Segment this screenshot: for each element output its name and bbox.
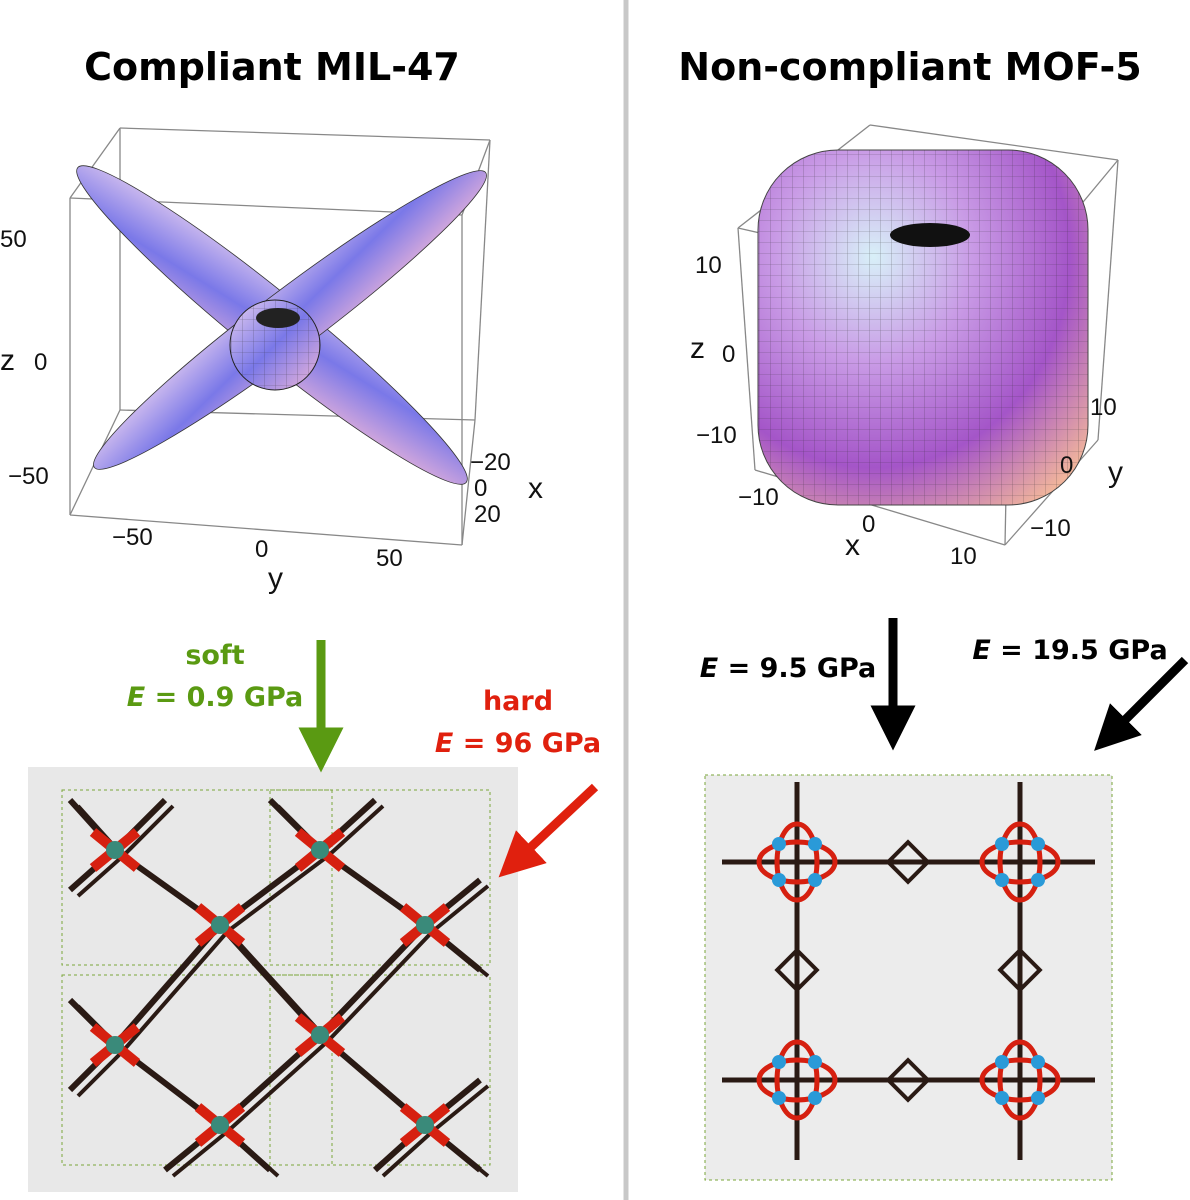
- tick-label: −10: [1030, 515, 1071, 542]
- zinc: [995, 1091, 1009, 1105]
- tick-label: 20: [474, 501, 501, 528]
- arrow: [1094, 656, 1189, 751]
- benzene: [997, 947, 1043, 993]
- tick-label: 10: [950, 543, 977, 570]
- variable: E: [435, 728, 454, 759]
- mil47-structure: [61, 789, 491, 1178]
- arrow-label: E = 19.5 GPa: [972, 635, 1167, 666]
- ring: [979, 1057, 1061, 1103]
- panel-title: Non-compliant MOF-5: [678, 45, 1141, 89]
- tick-label: 0: [1060, 452, 1073, 479]
- tick-label: 0: [255, 536, 268, 563]
- zinc: [772, 1055, 786, 1069]
- arrow-label: soft: [185, 640, 244, 671]
- ring: [979, 839, 1061, 885]
- axis-label: y: [268, 562, 283, 595]
- zinc: [808, 837, 822, 851]
- tick-label: 0: [722, 341, 735, 368]
- tick-label: 50: [0, 226, 27, 253]
- metal: [106, 1036, 124, 1054]
- cell-box: [61, 789, 333, 966]
- axis-label: z: [690, 332, 705, 365]
- arrow-label: E = 96 GPa: [435, 728, 601, 759]
- arrow-label: E = 9.5 GPa: [700, 653, 877, 684]
- metal: [211, 1116, 229, 1134]
- ring: [756, 1057, 838, 1103]
- tick-label: 10: [1090, 394, 1117, 421]
- tick-label: −10: [738, 484, 779, 511]
- metal: [311, 841, 329, 859]
- axis-label: z: [0, 344, 15, 377]
- zinc: [1031, 1055, 1045, 1069]
- zinc: [995, 1055, 1009, 1069]
- tick-label: 0: [862, 511, 875, 538]
- panel-title: Compliant MIL-47: [84, 45, 460, 89]
- zinc: [772, 873, 786, 887]
- surface: [76, 165, 487, 485]
- metal: [106, 841, 124, 859]
- benzene: [885, 839, 931, 885]
- value: = 0.9 GPa: [145, 682, 303, 713]
- linker: [171, 1129, 230, 1178]
- axis-label: x: [528, 472, 543, 505]
- ring: [756, 839, 838, 885]
- linker: [326, 804, 385, 858]
- ring: [997, 1039, 1043, 1121]
- axis-label: y: [1108, 456, 1123, 489]
- value: = 9.5 GPa: [718, 653, 876, 684]
- zinc: [1031, 1091, 1045, 1105]
- mof5-structure: [722, 782, 1095, 1160]
- zinc: [1031, 837, 1045, 851]
- tick-label: −50: [8, 463, 49, 490]
- axis-label: x: [845, 529, 860, 562]
- linker: [226, 1039, 330, 1133]
- metal: [311, 1026, 329, 1044]
- value: = 19.5 GPa: [991, 635, 1168, 666]
- metal: [416, 916, 434, 934]
- metal: [416, 1116, 434, 1134]
- linker: [381, 1129, 435, 1178]
- zinc: [995, 873, 1009, 887]
- structure-panel: [704, 774, 1113, 1181]
- benzene: [774, 947, 820, 993]
- tick-label: 50: [376, 545, 403, 572]
- value: = 96 GPa: [453, 728, 601, 759]
- linker: [121, 804, 175, 858]
- zinc: [808, 1091, 822, 1105]
- linker: [431, 1084, 490, 1133]
- cell-box: [61, 974, 333, 1166]
- zinc: [772, 837, 786, 851]
- tick-label: 10: [695, 252, 722, 279]
- metal: [211, 916, 229, 934]
- zinc: [1031, 873, 1045, 887]
- tick-label: −20: [470, 449, 511, 476]
- tick-label: −50: [112, 524, 153, 551]
- variable: E: [972, 635, 991, 666]
- linker: [76, 854, 125, 898]
- zinc: [808, 1055, 822, 1069]
- linker: [121, 929, 230, 1053]
- ring: [997, 821, 1043, 903]
- linker: [431, 884, 490, 933]
- linker: [326, 929, 435, 1043]
- linker: [76, 1049, 125, 1098]
- variable: E: [127, 682, 146, 713]
- ring: [774, 821, 820, 903]
- tick-label: 0: [34, 349, 47, 376]
- arrow-label: hard: [483, 686, 553, 717]
- benzene: [885, 1057, 931, 1103]
- arrow-label: E = 0.9 GPa: [127, 682, 304, 713]
- tick-label: −10: [696, 422, 737, 449]
- cell-box: [269, 789, 491, 966]
- tick-label: 0: [474, 475, 487, 502]
- zinc: [772, 1091, 786, 1105]
- variable: E: [700, 653, 719, 684]
- linker: [226, 854, 330, 933]
- surface: [757, 149, 1089, 506]
- ring: [774, 1039, 820, 1121]
- zinc: [995, 837, 1009, 851]
- zinc: [808, 873, 822, 887]
- arrow: [498, 783, 599, 878]
